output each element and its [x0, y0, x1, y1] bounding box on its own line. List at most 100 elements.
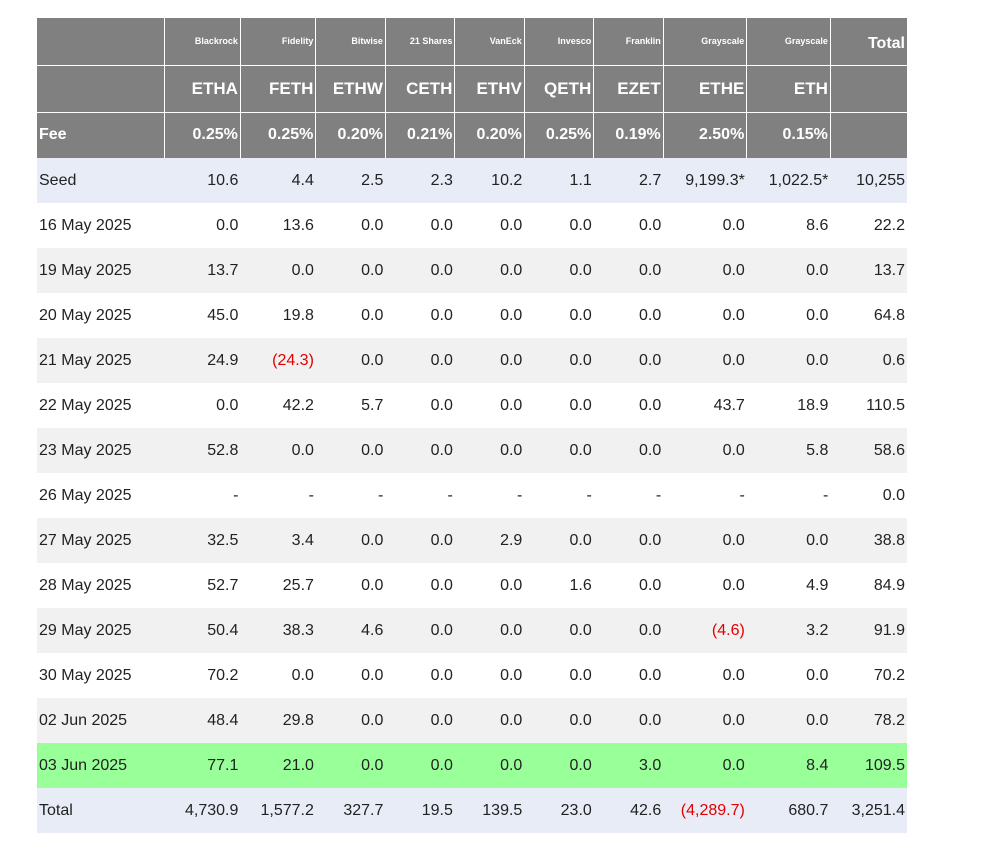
flow-cell: 0.0 [593, 248, 664, 293]
row-total-cell: 58.6 [830, 428, 907, 473]
flow-cell: 3.0 [593, 743, 664, 788]
row-label: 02 Jun 2025 [37, 698, 165, 743]
flow-cell: 0.0 [593, 698, 664, 743]
flow-cell: 0.0 [454, 608, 525, 653]
flow-cell: 0.0 [454, 203, 525, 248]
row-total-cell: 13.7 [830, 248, 907, 293]
flow-cell: 1,022.5* [746, 158, 831, 203]
table-row: 28 May 2025 52.7 25.7 0.0 0.0 0.0 1.6 0.0 0.0 4.9… [37, 563, 907, 608]
flow-cell: 0.0 [593, 563, 664, 608]
flow-cell: 0.0 [663, 338, 747, 383]
row-label: 19 May 2025 [37, 248, 165, 293]
fee-cell: 0.25% [240, 112, 317, 158]
flow-cell: 0.0 [385, 203, 455, 248]
flow-cell: 0.0 [663, 518, 747, 563]
flow-cell: 42.2 [240, 383, 316, 428]
flow-cell: 1.1 [524, 158, 594, 203]
flow-cell: (4.6) [663, 608, 747, 653]
flow-cell: 680.7 [746, 788, 831, 833]
ticker-header: ETH [746, 65, 831, 113]
flow-cell: 77.1 [164, 743, 241, 788]
flow-cell: 0.0 [746, 518, 831, 563]
flow-cell: 0.0 [663, 293, 747, 338]
flow-cell: 38.3 [240, 608, 316, 653]
flow-cell: 0.0 [663, 428, 747, 473]
issuer-header: Fidelity [240, 18, 317, 66]
etf-flows-table: Blackrock Fidelity Bitwise 21 Shares Van… [37, 18, 907, 833]
row-label: 16 May 2025 [37, 203, 165, 248]
row-label: Seed [37, 158, 165, 203]
row-total-cell: 0.0 [830, 473, 907, 518]
flow-cell: 13.6 [240, 203, 316, 248]
fee-cell: 0.21% [385, 112, 456, 158]
flow-cell: 0.0 [524, 248, 594, 293]
row-total-cell: 0.6 [830, 338, 907, 383]
issuer-header: Blackrock [164, 18, 241, 66]
flow-cell: 10.6 [164, 158, 241, 203]
ticker-corner-cell [37, 65, 166, 113]
row-label: 20 May 2025 [37, 293, 165, 338]
flow-cell: 0.0 [315, 743, 386, 788]
fee-header-row: Fee 0.25% 0.25% 0.20% 0.21% 0.20% 0.25% … [37, 112, 907, 158]
flow-cell: 25.7 [240, 563, 316, 608]
flow-cell: 0.0 [315, 563, 386, 608]
ticker-header: ETHW [315, 65, 386, 113]
flow-cell: 2.7 [593, 158, 664, 203]
flow-cell: 0.0 [454, 743, 525, 788]
row-label: Total [37, 788, 165, 833]
flow-cell: 0.0 [385, 608, 455, 653]
flow-cell: 5.8 [746, 428, 831, 473]
flow-cell: 0.0 [240, 248, 316, 293]
flow-cell: 0.0 [593, 518, 664, 563]
flow-cell: 4.9 [746, 563, 831, 608]
flow-cell: 0.0 [454, 248, 525, 293]
table-row: 26 May 2025- - - - - - - - -0.0 [37, 473, 907, 518]
flow-cell: 0.0 [315, 293, 386, 338]
issuer-header: Invesco [524, 18, 595, 66]
table-row: 29 May 2025 50.4 38.3 4.6 0.0 0.0 0.0 0.0 (4.6) 3… [37, 608, 907, 653]
flow-cell: - [454, 473, 525, 518]
flow-cell: 0.0 [663, 653, 747, 698]
flow-cell: 4.4 [240, 158, 316, 203]
flow-cell: - [240, 473, 316, 518]
fee-cell: 0.25% [164, 112, 241, 158]
issuer-header: Franklin [593, 18, 664, 66]
fee-label: Fee [37, 112, 166, 158]
flow-cell: 43.7 [663, 383, 747, 428]
flow-cell: 0.0 [385, 698, 455, 743]
table-row: 30 May 2025 70.2 0.0 0.0 0.0 0.0 0.0 0.0 0.0 0.0 7… [37, 653, 907, 698]
flow-cell: 0.0 [524, 608, 594, 653]
flow-cell: 0.0 [454, 293, 525, 338]
row-total-cell: 38.8 [830, 518, 907, 563]
flow-cell: - [593, 473, 664, 518]
flow-cell: 0.0 [663, 698, 747, 743]
fee-cell: 2.50% [663, 112, 748, 158]
flow-cell: 0.0 [593, 383, 664, 428]
flow-cell: 50.4 [164, 608, 241, 653]
ticker-header: ETHV [454, 65, 525, 113]
row-label: 28 May 2025 [37, 563, 165, 608]
flow-cell: 0.0 [385, 743, 455, 788]
flow-cell: 0.0 [385, 518, 455, 563]
flow-cell: 0.0 [746, 338, 831, 383]
flow-cell: 0.0 [663, 563, 747, 608]
flow-cell: 2.3 [385, 158, 455, 203]
flow-cell: 0.0 [524, 698, 594, 743]
flow-cell: 0.0 [454, 338, 525, 383]
flow-cell: 139.5 [454, 788, 525, 833]
row-total-cell: 3,251.4 [830, 788, 907, 833]
flow-cell: 13.7 [164, 248, 241, 293]
flow-cell: (24.3) [240, 338, 316, 383]
flow-cell: 0.0 [524, 653, 594, 698]
fee-cell: 0.19% [593, 112, 664, 158]
ticker-header: CETH [385, 65, 456, 113]
flow-cell: 0.0 [315, 203, 386, 248]
flow-cell: 4.6 [315, 608, 386, 653]
ticker-header: FETH [240, 65, 317, 113]
flow-cell: 0.0 [240, 428, 316, 473]
row-label: 21 May 2025 [37, 338, 165, 383]
flow-cell: 0.0 [593, 653, 664, 698]
flow-cell: 9,199.3* [663, 158, 747, 203]
ticker-header: ETHE [663, 65, 748, 113]
issuer-header: VanEck [454, 18, 525, 66]
